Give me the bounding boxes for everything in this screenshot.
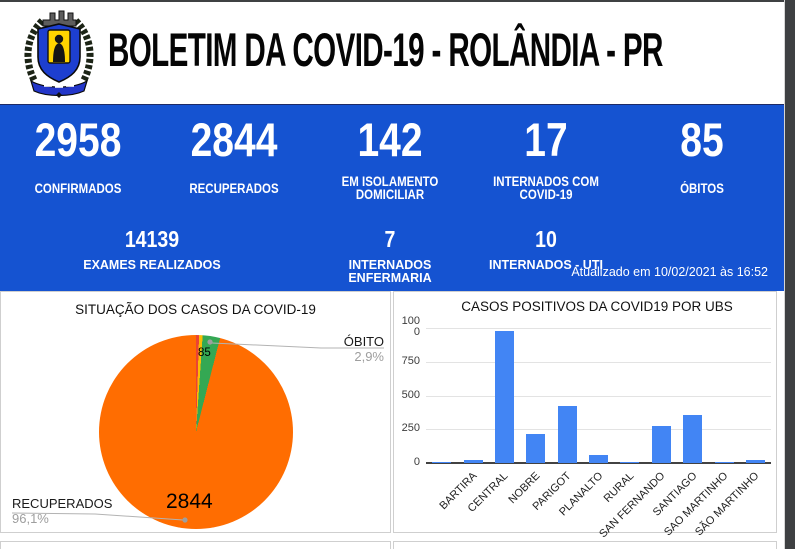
- pie-leader-lines: [11, 339, 384, 523]
- bar[interactable]: [651, 426, 671, 463]
- gridline: [426, 328, 771, 329]
- bar-chart-panel: CASOS POSITIVOS DA COVID19 POR UBS 0 250 5…: [393, 291, 777, 540]
- stat-exames: 14139 EXAMES REALIZADOS: [83, 226, 221, 272]
- bar[interactable]: [463, 460, 483, 463]
- bar[interactable]: [589, 455, 608, 463]
- pie-value-recuperados: 2844: [166, 490, 213, 513]
- y-axis-tick-label: 250: [401, 422, 420, 435]
- bar[interactable]: [714, 462, 734, 463]
- stat-recuperados: 2844 RECUPERADOS: [189, 113, 279, 196]
- bar[interactable]: [620, 462, 640, 463]
- pie-chart-title: SITUAÇÃO DOS CASOS DA COVID-19: [75, 302, 316, 317]
- stat-uti: 10 INTERNADOS - UTI: [489, 226, 603, 272]
- next-panel-right: [393, 541, 777, 549]
- gridline: [426, 429, 771, 431]
- x-axis-line: [426, 462, 771, 464]
- bar[interactable]: [745, 460, 765, 463]
- bar[interactable]: [683, 415, 703, 463]
- stat-isolamento: 142 EM ISOLAMENTO DOMICILIAR: [341, 113, 439, 202]
- pie-chart-panel: SITUAÇÃO DOS CASOS DA COVID-19 85 2844 Ó…: [0, 291, 391, 533]
- callout-recuperados: RECUPERADOS 96,1%: [12, 496, 113, 526]
- y-axis-tick-label: 500: [401, 388, 420, 401]
- bar-chart-title: CASOS POSITIVOS DA COVID19 POR UBS: [461, 299, 733, 314]
- stat-confirmados: 2958 CONFIRMADOS: [34, 113, 122, 196]
- updated-timestamp: Atualizado em 10/02/2021 às 16:52: [571, 265, 768, 279]
- pie-value-obito: 85: [198, 347, 211, 359]
- bar[interactable]: [557, 406, 577, 463]
- bar[interactable]: [432, 462, 452, 463]
- header: BOLETIM DA COVID-19 - ROLÂNDIA - PR: [0, 2, 780, 104]
- gridline: [426, 395, 771, 397]
- stats-band: 2958 CONFIRMADOS 2844 RECUPERADOS 142 EM…: [0, 104, 786, 291]
- stat-internados-covid: 17 INTERNADOS COM COVID-19: [493, 113, 599, 202]
- y-axis-tick-label: 0: [413, 456, 420, 468]
- gridline: [426, 361, 771, 363]
- y-axis-tick-label: 750: [401, 354, 420, 367]
- window-top-edge: [0, 0, 795, 2]
- stat-obitos: 85 ÓBITOS: [680, 113, 724, 196]
- bar[interactable]: [494, 331, 514, 463]
- bar[interactable]: [526, 434, 546, 463]
- vertical-scrollbar[interactable]: [784, 0, 795, 549]
- pie-chart[interactable]: [99, 335, 293, 529]
- callout-obito: ÓBITO 2,9%: [343, 334, 384, 364]
- rolandia-coat-of-arms-logo: [24, 10, 94, 98]
- bar-plot: 0 250 500 750 1000 BARTIRA CENTRAL NOBRE PARIGOT…: [394, 292, 776, 540]
- y-axis-tick-label: 1000: [401, 315, 420, 338]
- next-panel-left: [0, 541, 391, 549]
- stat-enfermaria: 7 INTERNADOS ENFERMARIA: [348, 226, 432, 285]
- page-title: BOLETIM DA COVID-19 - ROLÂNDIA - PR: [108, 23, 663, 76]
- primary-stats-row: 2958 CONFIRMADOS 2844 RECUPERADOS 142 EM…: [0, 115, 780, 202]
